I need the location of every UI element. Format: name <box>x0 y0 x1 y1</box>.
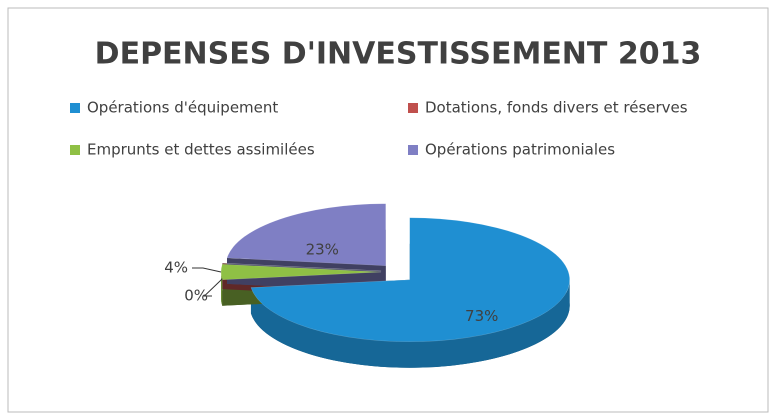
leader-line <box>192 267 222 273</box>
slice-side <box>250 279 570 368</box>
data-label: 23% <box>306 240 339 258</box>
slice <box>220 263 382 281</box>
legend-label: Dotations, fonds divers et réserves <box>425 99 688 117</box>
legend-swatch <box>408 145 418 155</box>
legend-swatch <box>408 103 418 113</box>
slice <box>250 217 570 343</box>
legend-label: Emprunts et dettes assimilées <box>87 141 315 159</box>
slice <box>226 203 386 266</box>
data-label: 73% <box>465 307 498 325</box>
leader-line <box>203 278 223 297</box>
legend-swatch <box>70 145 80 155</box>
chart-title: DEPENSES D'INVESTISSEMENT 2013 <box>95 37 702 72</box>
legend-label: Opérations d'équipement <box>87 99 278 117</box>
data-label: 4% <box>164 259 188 277</box>
legend-swatch <box>70 103 80 113</box>
data-label: 0% <box>184 287 208 305</box>
legend-label: Opérations patrimoniales <box>425 141 615 159</box>
